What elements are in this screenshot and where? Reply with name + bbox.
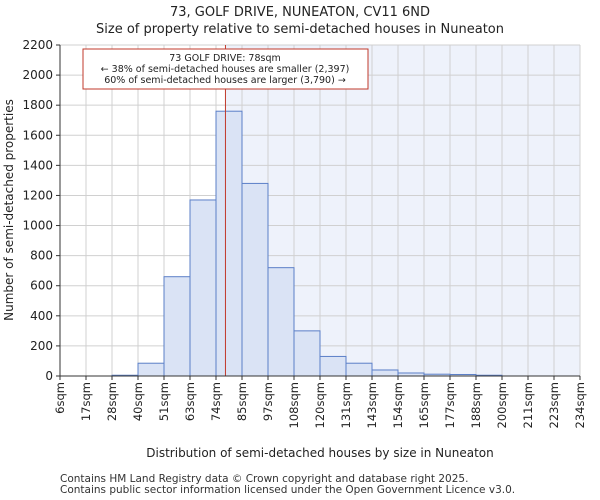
y-tick-label: 2000 bbox=[22, 68, 53, 82]
x-tick-label: 154sqm bbox=[391, 382, 405, 428]
x-tick-label: 211sqm bbox=[521, 382, 535, 428]
x-tick-label: 17sqm bbox=[79, 382, 93, 421]
annotation-line-3: 60% of semi-detached houses are larger (… bbox=[104, 75, 346, 86]
x-tick-label: 108sqm bbox=[287, 382, 301, 428]
histogram-bar bbox=[137, 362, 165, 377]
histogram-bar bbox=[163, 276, 191, 377]
x-tick-label: 223sqm bbox=[547, 382, 561, 428]
x-tick-label: 200sqm bbox=[495, 382, 509, 428]
x-tick-label: 51sqm bbox=[157, 382, 171, 421]
y-tick-label: 2200 bbox=[22, 38, 53, 52]
footer-line-2: Contains public sector information licen… bbox=[60, 484, 516, 496]
x-tick-label: 234sqm bbox=[573, 382, 587, 428]
x-tick-label: 40sqm bbox=[131, 382, 145, 421]
x-tick-label: 74sqm bbox=[209, 382, 223, 421]
annotation-box: 73 GOLF DRIVE: 78sqm ← 38% of semi-detac… bbox=[82, 48, 369, 90]
y-tick-label: 1600 bbox=[22, 128, 53, 142]
x-tick-label: 120sqm bbox=[313, 382, 327, 428]
x-tick-label: 28sqm bbox=[105, 382, 119, 421]
x-tick-label: 177sqm bbox=[443, 382, 457, 428]
chart-title: 73, GOLF DRIVE, NUNEATON, CV11 6ND bbox=[169, 5, 431, 20]
y-tick-label: 600 bbox=[30, 279, 53, 293]
x-tick-label: 63sqm bbox=[183, 382, 197, 421]
histogram-bar bbox=[189, 199, 217, 377]
y-axis-label: Number of semi-detached properties bbox=[2, 99, 16, 321]
histogram-bar bbox=[319, 355, 347, 377]
histogram-bar bbox=[293, 330, 321, 377]
y-tick-label: 200 bbox=[30, 339, 53, 353]
y-tick-label: 1800 bbox=[22, 98, 53, 112]
x-tick-label: 6sqm bbox=[53, 382, 67, 414]
histogram-bar bbox=[371, 369, 399, 377]
annotation-line-2: ← 38% of semi-detached houses are smalle… bbox=[101, 64, 350, 75]
footer-line-1: Contains HM Land Registry data © Crown c… bbox=[60, 473, 469, 485]
y-tick-label: 1200 bbox=[22, 188, 53, 202]
x-tick-label: 165sqm bbox=[417, 382, 431, 428]
x-tick-label: 143sqm bbox=[365, 382, 379, 428]
x-axis-label: Distribution of semi-detached houses by … bbox=[146, 446, 493, 460]
y-tick-label: 1400 bbox=[22, 158, 53, 172]
histogram-bar bbox=[215, 110, 243, 377]
y-tick-label: 1000 bbox=[22, 219, 53, 233]
x-tick-label: 131sqm bbox=[339, 382, 353, 428]
y-tick-label: 800 bbox=[30, 249, 53, 263]
annotation-line-1: 73 GOLF DRIVE: 78sqm bbox=[169, 53, 281, 64]
histogram-bar bbox=[241, 182, 269, 377]
x-tick-label: 188sqm bbox=[469, 382, 483, 428]
chart-subtitle: Size of property relative to semi-detach… bbox=[96, 22, 504, 37]
y-tick-label: 400 bbox=[30, 309, 53, 323]
x-tick-label: 97sqm bbox=[261, 382, 275, 421]
y-tick-label: 0 bbox=[45, 369, 53, 383]
histogram-bar bbox=[267, 267, 295, 377]
x-tick-label: 85sqm bbox=[235, 382, 249, 421]
histogram-bar bbox=[345, 362, 373, 377]
